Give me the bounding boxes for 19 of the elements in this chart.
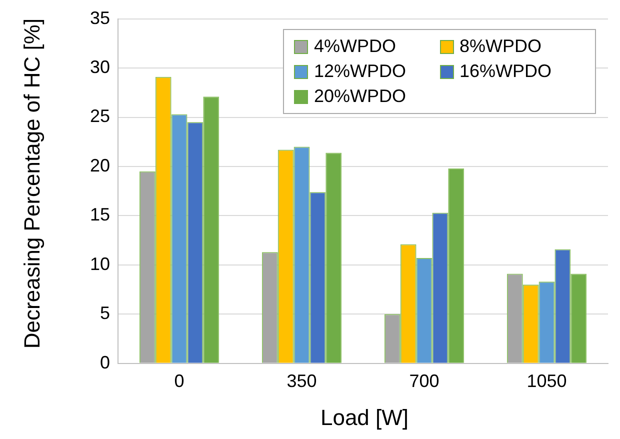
y-tick-label: 10 [90, 254, 110, 274]
x-tick-label: 0 [174, 371, 184, 392]
legend-label: 8%WPDO [460, 36, 542, 57]
y-tick-label: 25 [90, 106, 110, 126]
x-tick-label: 350 [286, 371, 317, 392]
y-tick-label: 20 [90, 155, 110, 176]
x-tick-label: 700 [409, 371, 440, 392]
x-tick-label: 1050 [526, 371, 567, 392]
y-axis-title: Decreasing Percentage of HC [%] [18, 17, 46, 351]
legend-label: 4%WPDO [314, 36, 396, 57]
y-tick-label: 30 [90, 56, 110, 77]
y-tick-label: 5 [100, 303, 110, 324]
y-tick-label: 35 [90, 8, 110, 28]
x-axis-title: Load [W] [319, 405, 410, 431]
y-tick-label: 0 [100, 352, 110, 372]
y-tick-label: 15 [90, 204, 110, 225]
legend-label: 20%WPDO [314, 86, 406, 107]
legend-label: 12%WPDO [314, 61, 406, 82]
legend-label: 16%WPDO [460, 61, 552, 82]
